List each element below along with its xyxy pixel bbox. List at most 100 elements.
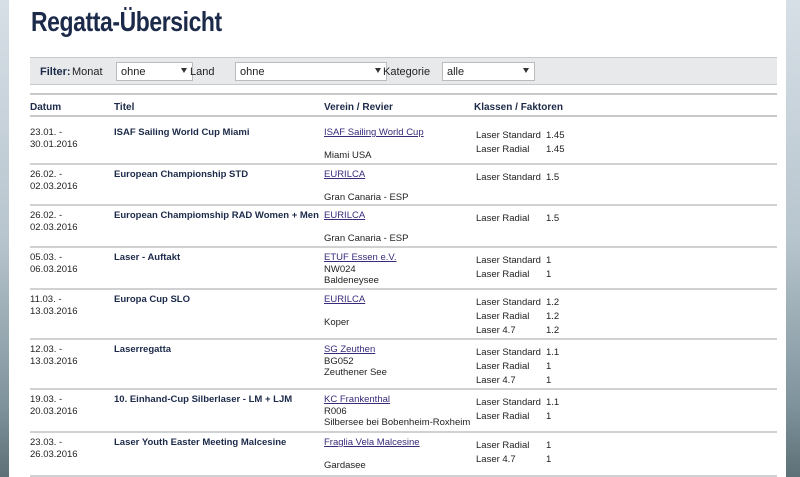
- class-factor: 1.2: [546, 325, 560, 336]
- class-name: Laser 4.7: [476, 375, 516, 386]
- club-line: NW024: [324, 263, 356, 275]
- row-date: 23.01. -30.01.2016: [30, 127, 78, 151]
- club-line: Miami USA: [324, 150, 372, 161]
- date-to: 02.03.2016: [30, 222, 78, 233]
- class-name: Laser Standard: [476, 297, 541, 308]
- club-line: [324, 222, 408, 234]
- category-label: Kategorie: [383, 66, 431, 78]
- table-row: 11.03. -13.03.2016 Europa Cup SLO EURILCA …: [30, 290, 777, 340]
- club-line: Gran Canaria - ESP: [324, 233, 409, 244]
- date-to: 13.03.2016: [30, 306, 78, 317]
- category-select[interactable]: alle: [442, 62, 535, 81]
- club-link[interactable]: ISAF Sailing World Cup: [324, 127, 424, 138]
- club-line: [324, 181, 408, 193]
- date-from: 23.01. -: [30, 127, 63, 138]
- chevron-down-icon: [375, 68, 381, 73]
- class-factor: 1.5: [546, 172, 560, 183]
- club-line: [324, 139, 424, 151]
- filter-label: Filter:: [40, 66, 71, 78]
- club-line: Gardasee: [324, 460, 366, 471]
- class-factor: 1: [546, 411, 552, 422]
- table-row: 23.03. -26.03.2016 Laser Youth Easter Mee…: [30, 433, 777, 477]
- class-name: Laser Radial: [476, 213, 530, 224]
- filter-bar: Filter: Monat ohne Land ohne Kategorie a…: [30, 57, 777, 85]
- table-row: 23.01. -30.01.2016 ISAF Sailing World Cup…: [30, 123, 777, 165]
- club-link[interactable]: Fraglia Vela Malcesine: [324, 437, 420, 448]
- row-title: European Champiomship RAD Women + Men: [114, 210, 319, 221]
- table-row: 05.03. -06.03.2016 Laser - Auftakt ETUF Es…: [30, 248, 777, 290]
- club-line: Koper: [324, 317, 350, 328]
- month-select[interactable]: ohne: [116, 62, 193, 81]
- class-name: Laser Standard: [476, 172, 541, 183]
- club-line: [324, 449, 420, 461]
- class-entry: Laser Radial 1.5: [476, 212, 559, 226]
- class-factor: 1: [546, 440, 552, 451]
- class-factor: 1.45: [546, 144, 565, 155]
- date-to: 06.03.2016: [30, 264, 78, 275]
- class-entry: Laser 4.7 1: [476, 453, 551, 467]
- table-row: 12.03. -13.03.2016 Laserregatta SG Zeuthen…: [30, 340, 777, 390]
- class-name: Laser Radial: [476, 440, 530, 451]
- land-select[interactable]: ohne: [235, 62, 387, 81]
- row-classes: Laser Standard 1.45 Laser Radial 1.45: [476, 129, 565, 157]
- club-line: Zeuthener See: [324, 367, 387, 378]
- background-left: [0, 0, 9, 477]
- class-name: Laser Standard: [476, 130, 541, 141]
- date-from: 05.03. -: [30, 252, 63, 263]
- class-entry: Laser Standard 1.1: [476, 346, 559, 360]
- row-classes: Laser Standard 1 Laser Radial 1: [476, 254, 551, 282]
- row-date: 12.03. -13.03.2016: [30, 344, 78, 368]
- table-row: 26.02. -02.03.2016 European Championship …: [30, 165, 777, 206]
- club-link[interactable]: ETUF Essen e.V.: [324, 252, 397, 263]
- date-from: 19.03. -: [30, 394, 63, 405]
- class-factor: 1.1: [546, 347, 560, 358]
- club-link[interactable]: EURILCA: [324, 169, 366, 180]
- date-to: 13.03.2016: [30, 356, 78, 367]
- row-title: Laser Youth Easter Meeting Malcesine: [114, 437, 287, 448]
- class-name: Laser 4.7: [476, 325, 516, 336]
- club-line: Baldeneysee: [324, 275, 379, 286]
- date-to: 02.03.2016: [30, 181, 78, 192]
- class-factor: 1.1: [546, 397, 560, 408]
- class-factor: 1: [546, 375, 552, 386]
- row-club: SG Zeuthen BG052 Zeuthener See: [324, 344, 387, 379]
- class-factor: 1: [546, 361, 552, 372]
- club-line: Silbersee bei Bobenheim-Roxheim: [324, 417, 471, 428]
- header-date: Datum: [30, 102, 62, 113]
- table-header: Datum Titel Verein / Revier Klassen / Fa…: [30, 93, 777, 117]
- table-row: 19.03. -20.03.2016 10. Einhand-Cup Silber…: [30, 390, 777, 433]
- row-classes: Laser Standard 1.1 Laser Radial 1 Laser 4.7 1: [476, 346, 559, 388]
- row-title: ISAF Sailing World Cup Miami: [114, 127, 250, 138]
- row-club: ETUF Essen e.V. NW024 Baldeneysee: [324, 252, 397, 287]
- row-club: Fraglia Vela Malcesine Gardasee: [324, 437, 420, 472]
- month-select-value: ohne: [121, 66, 146, 78]
- class-name: Laser Standard: [476, 347, 541, 358]
- row-club: ISAF Sailing World Cup Miami USA: [324, 127, 424, 162]
- row-club: EURILCA Gran Canaria - ESP: [324, 169, 408, 204]
- class-entry: Laser 4.7 1: [476, 374, 559, 388]
- club-link[interactable]: KC Frankenthal: [324, 394, 391, 405]
- row-classes: Laser Radial 1 Laser 4.7 1: [476, 439, 551, 467]
- class-name: Laser Radial: [476, 411, 530, 422]
- chevron-down-icon: [523, 68, 529, 73]
- class-name: Laser Radial: [476, 269, 530, 280]
- row-title: Europa Cup SLO: [114, 294, 190, 305]
- date-from: 11.03. -: [30, 294, 62, 305]
- row-classes: Laser Standard 1.5: [476, 171, 559, 185]
- class-entry: Laser Radial 1.2: [476, 310, 559, 324]
- club-line: R006: [324, 405, 347, 417]
- date-from: 23.03. -: [30, 437, 63, 448]
- club-link[interactable]: EURILCA: [324, 294, 366, 305]
- class-entry: Laser Standard 1.1: [476, 396, 559, 410]
- land-label: Land: [190, 66, 215, 78]
- class-entry: Laser 4.7 1.2: [476, 324, 559, 338]
- row-club: KC Frankenthal R006 Silbersee bei Bobenhei…: [324, 394, 470, 429]
- date-to: 20.03.2016: [30, 406, 78, 417]
- club-link[interactable]: EURILCA: [324, 210, 366, 221]
- row-classes: Laser Radial 1.5: [476, 212, 559, 226]
- row-date: 23.03. -26.03.2016: [30, 437, 78, 461]
- club-link[interactable]: SG Zeuthen: [324, 344, 376, 355]
- row-club: EURILCA Koper: [324, 294, 365, 329]
- class-factor: 1.2: [546, 297, 560, 308]
- row-date: 11.03. -13.03.2016: [30, 294, 78, 318]
